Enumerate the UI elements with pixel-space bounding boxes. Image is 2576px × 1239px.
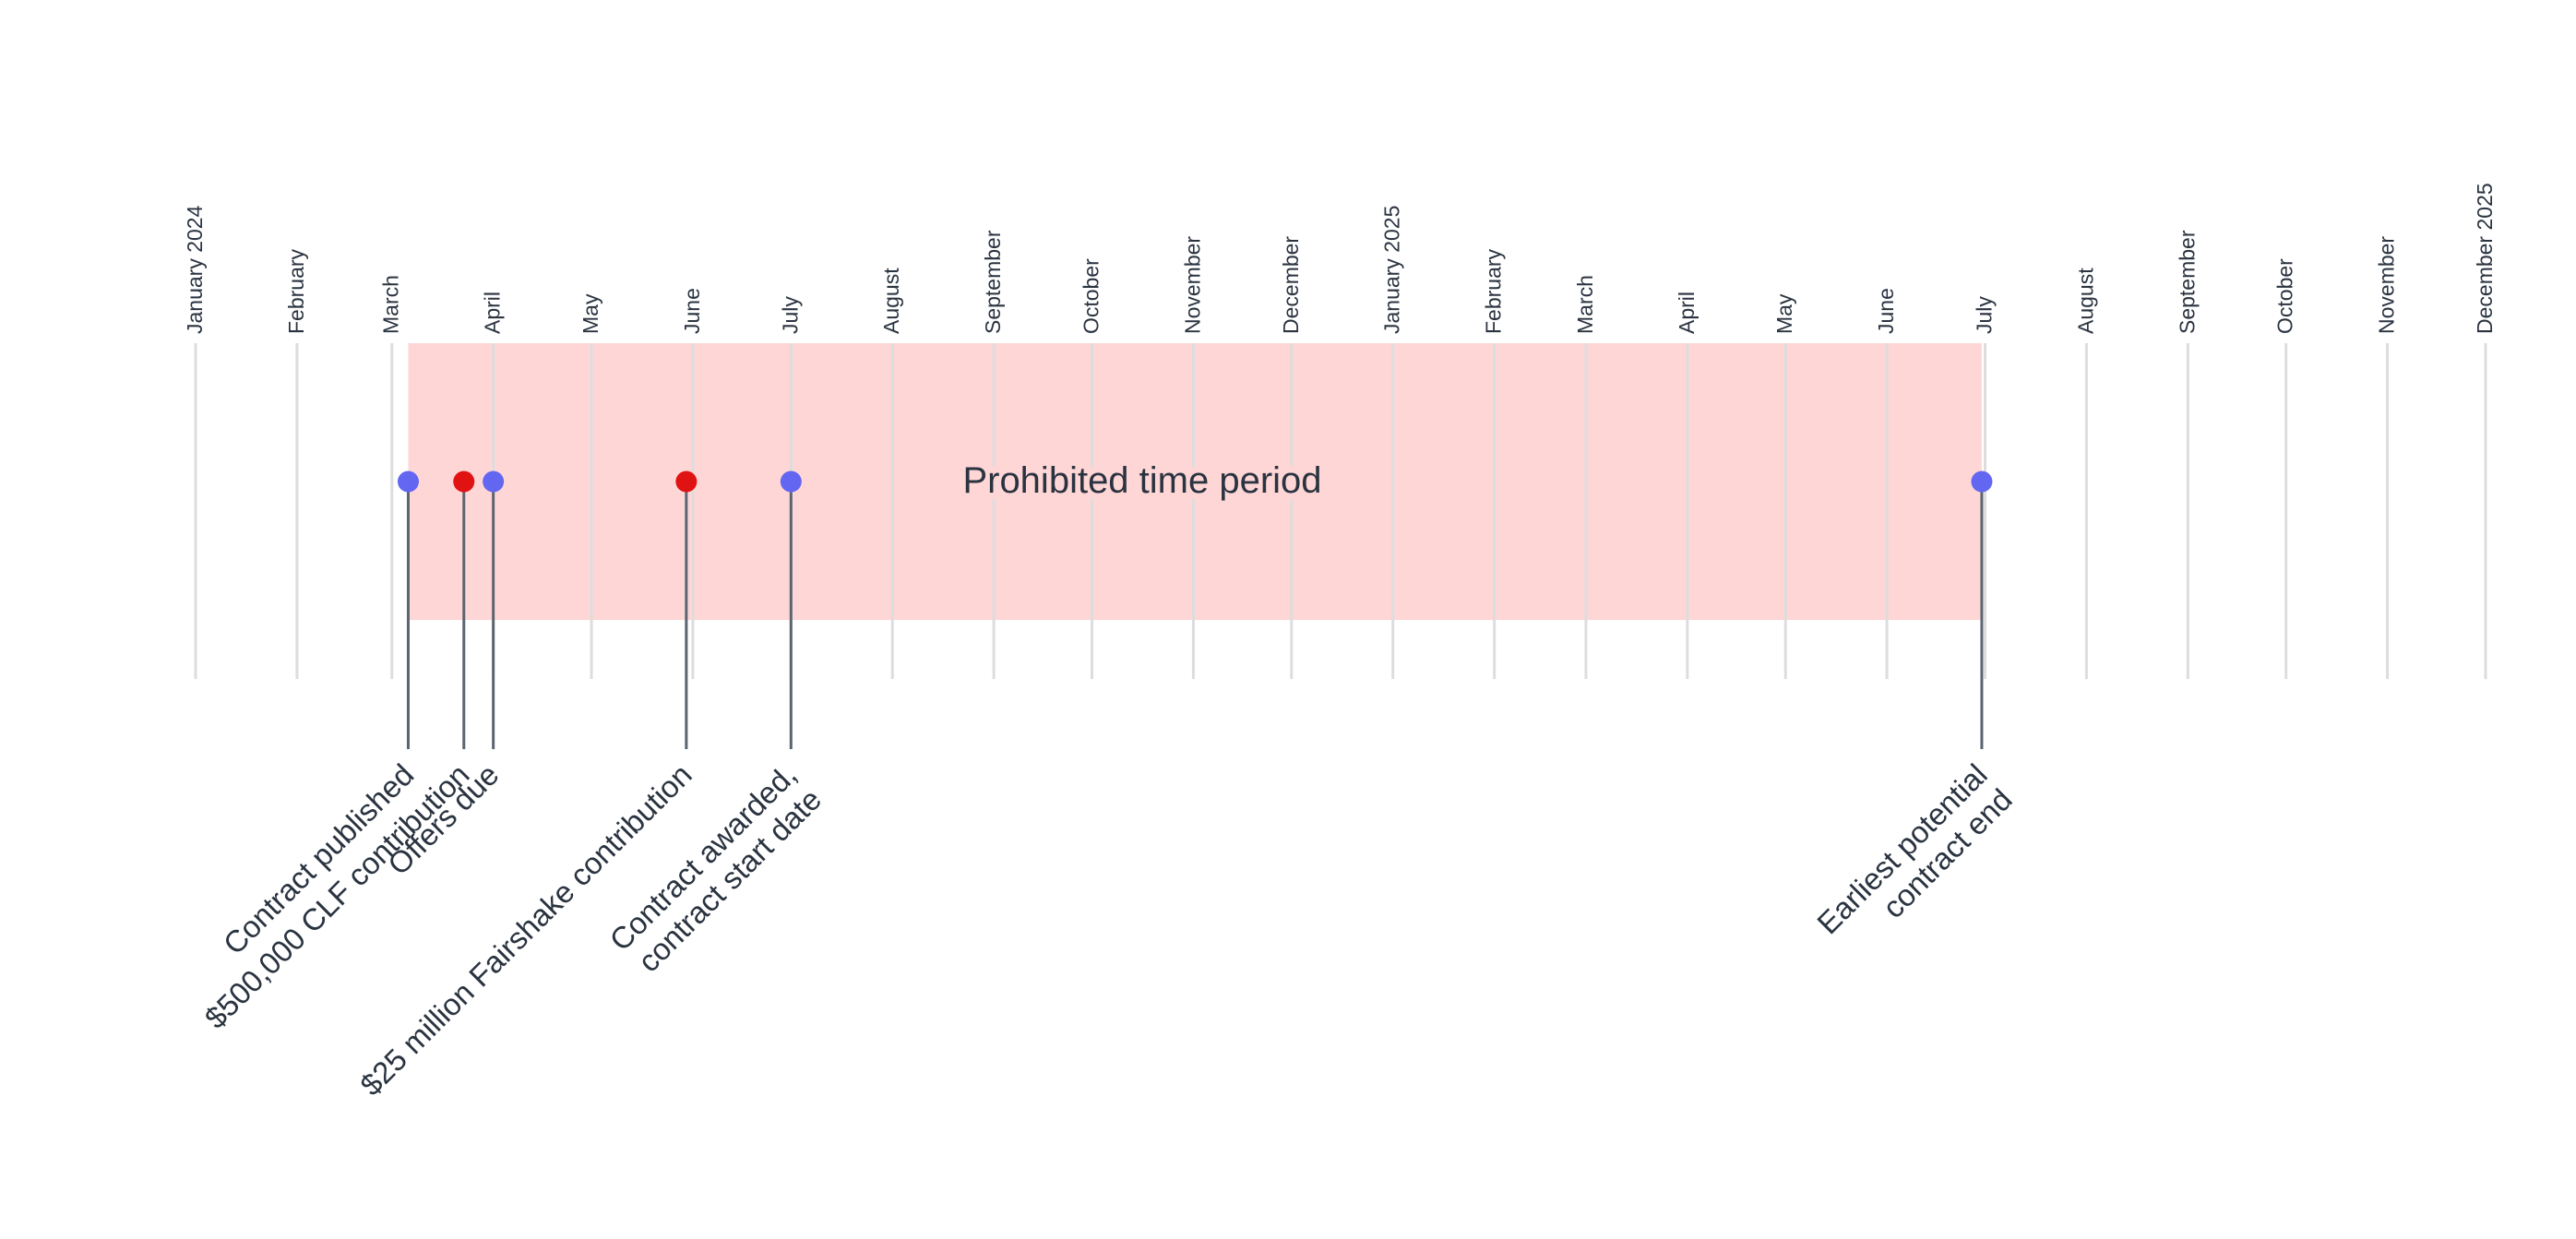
prohibited-period-band	[408, 343, 1982, 620]
tick-label-16: May	[1772, 293, 1796, 334]
event-marker-3	[675, 471, 698, 493]
tick-label-21: October	[2273, 258, 2297, 334]
event-label-line: $500,000 CLF contribution	[198, 757, 476, 1035]
event-label-1: $500,000 CLF contribution	[198, 757, 476, 1035]
tick-label-7: August	[879, 268, 903, 334]
prohibited-region-group	[408, 343, 1982, 620]
tick-label-18: July	[1973, 296, 1997, 334]
event-markers	[397, 471, 1993, 493]
tick-label-0: January 2024	[183, 205, 207, 334]
tick-label-12: January 2025	[1380, 206, 1404, 334]
tick-label-9: October	[1079, 258, 1103, 334]
tick-label-8: September	[981, 230, 1005, 334]
tick-label-11: December	[1279, 236, 1303, 334]
tick-label-4: May	[578, 293, 602, 334]
tick-label-10: November	[1180, 236, 1204, 334]
event-marker-1	[453, 471, 475, 493]
tick-label-22: November	[2375, 236, 2399, 334]
tick-label-15: April	[1675, 292, 1699, 334]
tick-label-17: June	[1874, 288, 1898, 334]
prohibited-period-label: Prohibited time period	[962, 460, 1321, 501]
event-stems	[406, 482, 1984, 749]
tick-label-3: April	[481, 292, 505, 334]
tick-label-5: June	[680, 288, 704, 334]
tick-label-20: September	[2175, 230, 2199, 334]
tick-label-14: March	[1573, 275, 1597, 334]
tick-label-2: March	[379, 275, 403, 334]
tick-label-23: December 2025	[2473, 183, 2497, 334]
tick-label-19: August	[2073, 268, 2097, 334]
event-marker-2	[483, 471, 505, 493]
event-label-5: Earliest potentialcontract end	[1810, 757, 2019, 966]
event-labels: Contract published$500,000 CLF contribut…	[198, 757, 2019, 1102]
event-marker-0	[397, 471, 419, 493]
tick-label-1: February	[284, 248, 308, 334]
event-label-4: Contract awarded,contract start date	[602, 757, 828, 983]
month-gridlines: Prohibited time period	[194, 343, 2487, 679]
event-marker-5	[1971, 471, 1993, 493]
tick-label-6: July	[778, 296, 802, 334]
event-marker-4	[780, 471, 802, 493]
tick-label-13: February	[1482, 248, 1506, 334]
month-tick-labels: January 2024 February March April May June Jul…	[183, 183, 2497, 334]
